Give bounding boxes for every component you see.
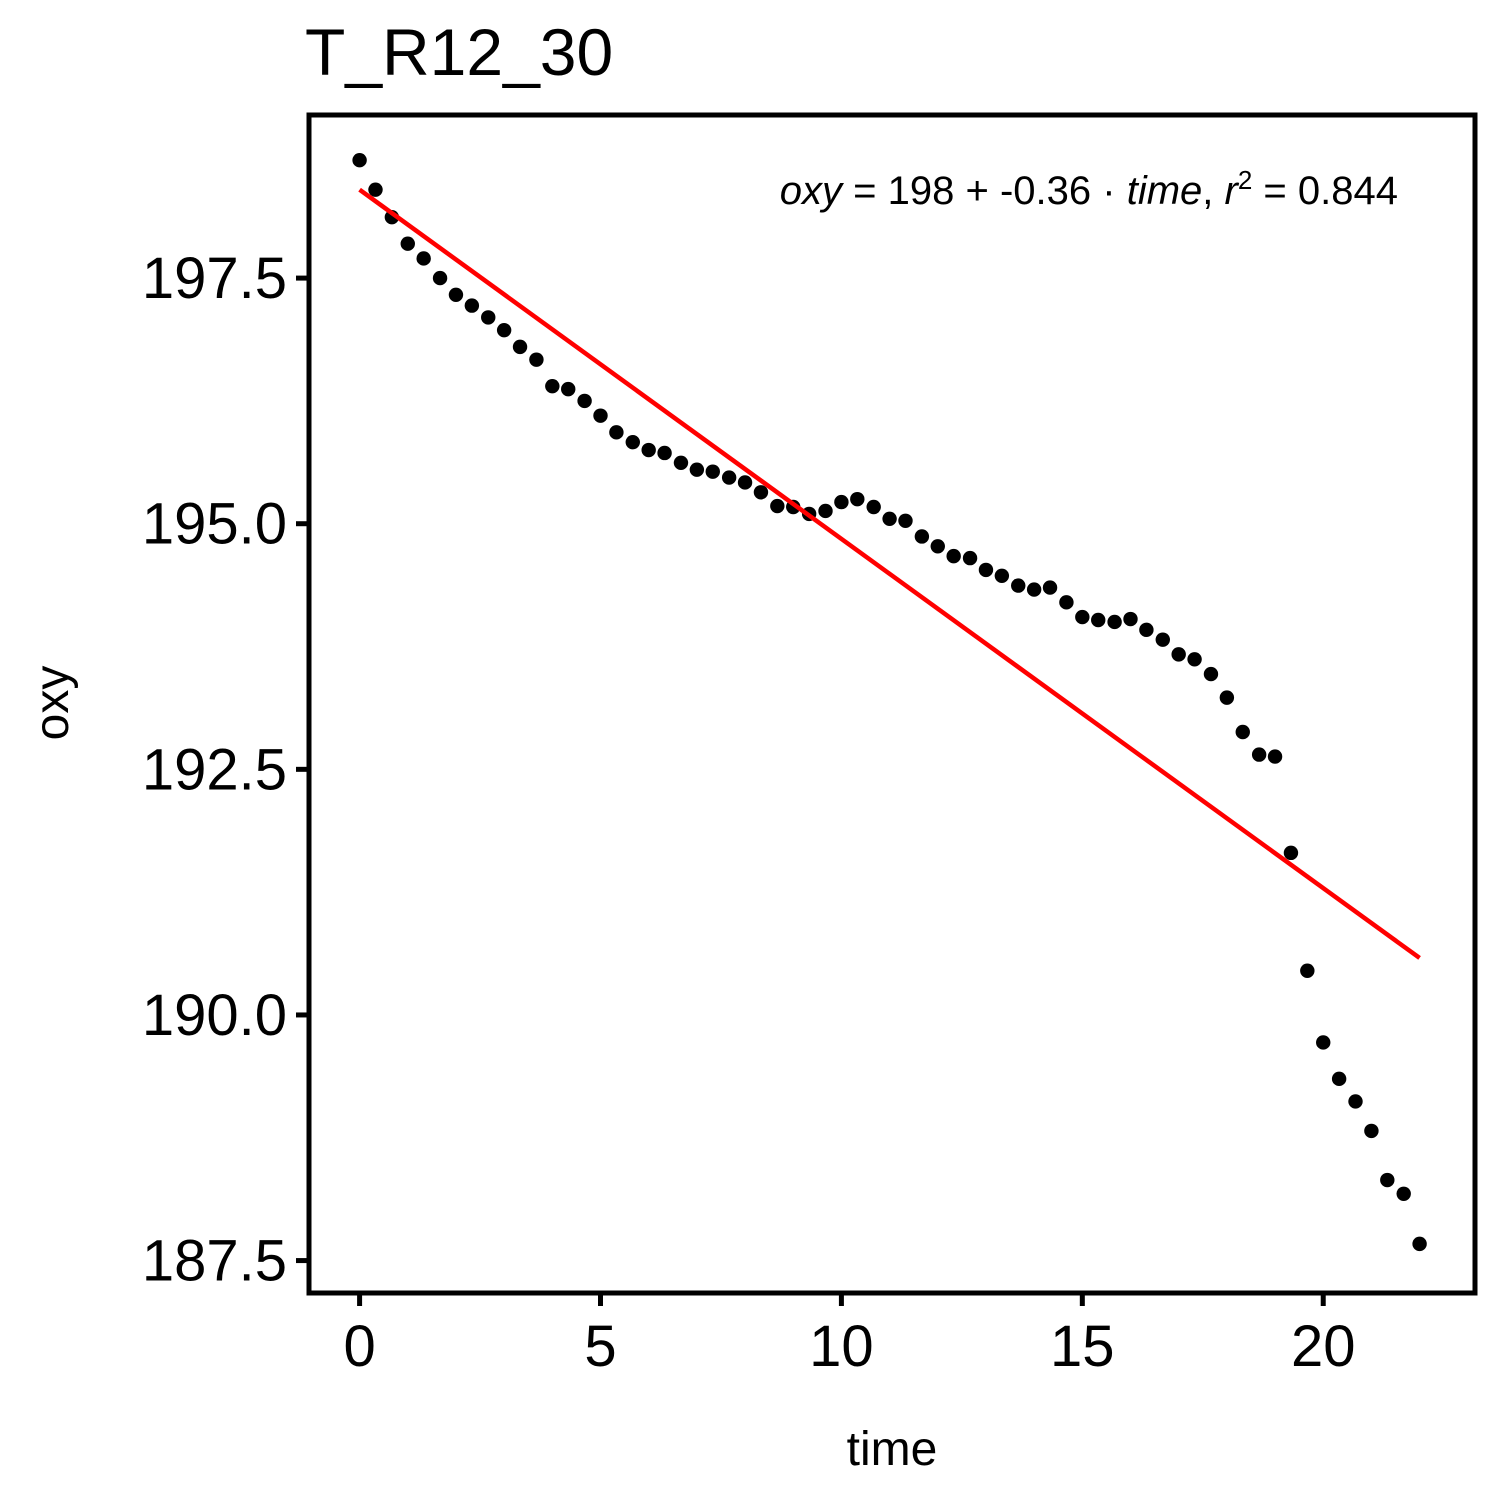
- data-point: [512, 339, 528, 355]
- data-point: [1396, 1186, 1411, 1201]
- x-tick-label: 15: [1050, 1314, 1115, 1379]
- fit-eq-r: r: [1225, 169, 1240, 213]
- data-point: [850, 491, 865, 507]
- fit-eq-dot: ·: [1091, 169, 1127, 213]
- data-point: [1412, 1236, 1427, 1252]
- fit-line: [358, 187, 1421, 960]
- data-point: [641, 442, 656, 458]
- data-point: [561, 381, 576, 397]
- y-tick-label: 195.0: [142, 492, 287, 557]
- data-point: [930, 539, 945, 554]
- x-tick-label: 20: [1291, 1314, 1356, 1379]
- data-point: [994, 568, 1010, 583]
- data-point: [1348, 1094, 1363, 1109]
- data-point: [448, 287, 464, 302]
- data-point: [1203, 666, 1219, 682]
- data-point: [657, 445, 672, 461]
- data-point: [368, 182, 383, 197]
- data-point: [978, 562, 994, 578]
- data-point: [352, 152, 367, 168]
- data-point: [1139, 622, 1154, 638]
- fit-eq-plus: +: [954, 169, 1000, 213]
- data-point: [1316, 1035, 1331, 1050]
- data-point: [1380, 1172, 1395, 1188]
- data-point: [625, 434, 640, 450]
- y-ticks: 187.5 190.0 192.5 195.0 197.5: [142, 246, 309, 1294]
- data-point: [416, 251, 431, 266]
- data-point: [689, 462, 705, 477]
- data-point: [770, 498, 785, 514]
- y-tick-label: 187.5: [142, 1229, 287, 1294]
- data-point: [464, 298, 480, 313]
- x-ticks: 0 5 10 15 20: [343, 1293, 1355, 1379]
- data-point: [1075, 609, 1090, 625]
- data-point: [1219, 690, 1235, 705]
- data-point: [914, 529, 930, 544]
- fit-eq-sep: ,: [1202, 169, 1224, 213]
- data-point: [609, 425, 624, 440]
- data-point: [1011, 578, 1026, 593]
- data-point: [1364, 1123, 1379, 1139]
- data-point: [818, 503, 833, 519]
- chart-title: T_R12_30: [305, 15, 613, 89]
- y-axis-label: oxy: [26, 666, 79, 741]
- fit-eq-r2: = 0.844: [1252, 169, 1398, 213]
- x-tick-label: 5: [584, 1314, 616, 1379]
- data-point: [1171, 647, 1186, 662]
- y-tick-label: 192.5: [142, 737, 287, 802]
- data-point: [1042, 580, 1058, 595]
- x-tick-label: 0: [343, 1314, 375, 1379]
- data-point: [481, 310, 496, 325]
- data-point: [400, 236, 415, 251]
- data-points: [352, 152, 1427, 1252]
- data-point: [705, 464, 720, 479]
- data-point: [882, 511, 897, 527]
- fit-eq-r-exponent: 2: [1238, 165, 1252, 195]
- data-point: [1331, 1071, 1347, 1087]
- data-point: [946, 548, 961, 564]
- data-point: [962, 550, 978, 566]
- data-point: [737, 475, 753, 490]
- fit-eq-var: time: [1127, 169, 1203, 213]
- data-point: [1155, 632, 1170, 647]
- y-tick-label: 197.5: [142, 246, 287, 311]
- plot-frame: [306, 112, 1478, 1296]
- data-point: [432, 270, 448, 286]
- data-point: [1091, 612, 1106, 628]
- data-point: [1235, 724, 1250, 740]
- fit-eq-intercept: 198: [888, 169, 955, 213]
- data-point: [545, 378, 560, 394]
- data-point: [1283, 845, 1299, 861]
- x-axis-label: time: [847, 1423, 938, 1476]
- x-tick-label: 10: [809, 1314, 874, 1379]
- data-point: [1059, 595, 1074, 610]
- fit-eq-equals: =: [842, 169, 888, 213]
- data-point: [898, 513, 913, 528]
- data-point: [721, 470, 737, 485]
- data-point: [1123, 611, 1138, 627]
- data-point: [496, 322, 512, 338]
- data-point: [593, 408, 608, 423]
- fit-eq-lhs: oxy: [780, 169, 845, 213]
- data-point: [866, 499, 881, 515]
- x-axis: 0 5 10 15 20: [343, 1293, 1355, 1379]
- data-point: [1187, 652, 1202, 667]
- data-point: [834, 494, 849, 510]
- data-point: [529, 352, 544, 367]
- data-point: [1300, 963, 1315, 978]
- data-point: [753, 485, 769, 500]
- data-point: [1251, 747, 1267, 762]
- data-point: [1026, 582, 1042, 597]
- fit-equation: oxy = 198 + -0.36 · time, r2 = 0.844: [780, 165, 1398, 213]
- y-tick-label: 190.0: [142, 983, 287, 1048]
- data-point: [673, 455, 689, 470]
- y-axis: 187.5 190.0 192.5 195.0 197.5: [142, 246, 309, 1294]
- fit-eq-slope: -0.36: [1000, 169, 1091, 213]
- data-point: [1107, 614, 1122, 630]
- data-point: [1267, 749, 1283, 764]
- data-point: [577, 393, 592, 409]
